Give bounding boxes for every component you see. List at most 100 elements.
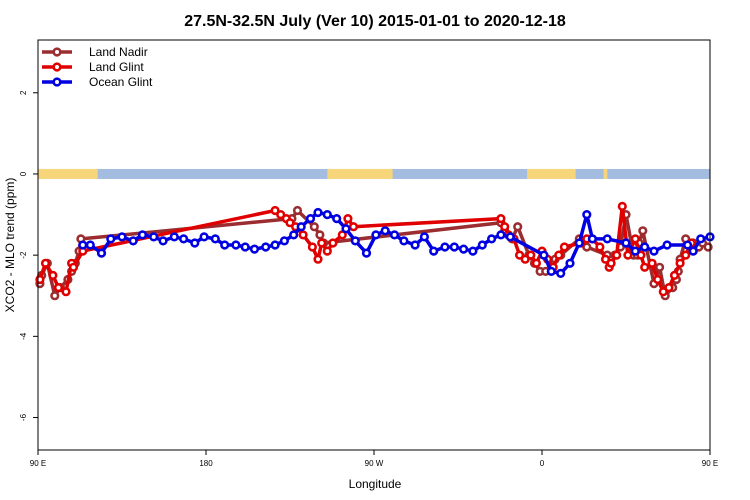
data-point [270, 240, 280, 250]
legend-item-land-nadir: Land Nadir [42, 45, 148, 59]
data-point [419, 232, 430, 242]
y-tick-label: -2 [19, 251, 28, 259]
data-point [612, 250, 622, 260]
data-point [539, 250, 549, 260]
data-point [343, 214, 353, 224]
x-tick-label: 90 E [702, 459, 718, 468]
data-point [61, 287, 71, 297]
data-point [664, 283, 674, 293]
data-point [429, 246, 439, 256]
data-point [681, 250, 691, 260]
data-point [688, 246, 698, 256]
data-point [554, 250, 564, 260]
y-tick-label: 0 [19, 171, 28, 176]
data-point [459, 244, 469, 254]
data-point [117, 232, 127, 242]
data-point [190, 238, 200, 248]
data-point [315, 230, 325, 240]
data-point [68, 262, 79, 272]
data-point [50, 291, 60, 301]
data-point [337, 230, 347, 240]
data-point [399, 236, 409, 246]
data-point [559, 242, 570, 252]
data-point [328, 238, 338, 248]
data-point [468, 246, 478, 256]
data-point [500, 222, 510, 232]
land-ocean-strip [38, 168, 710, 179]
data-point [371, 230, 381, 240]
data-point [520, 254, 530, 264]
data-point [449, 242, 459, 252]
data-point [595, 242, 605, 252]
data-point [600, 254, 611, 264]
data-point [240, 242, 250, 252]
series-ocean-glint [78, 207, 715, 279]
y-tick-label: -4 [19, 332, 28, 340]
data-point [617, 201, 627, 211]
x-axis-label: Longitude [349, 477, 402, 491]
legend-label: Land Nadir [89, 45, 148, 59]
y-axis-label: XCO2 - MLO trend (ppm) [3, 178, 17, 313]
y-tick-label: -6 [19, 413, 28, 421]
data-point [199, 232, 209, 242]
data-point [696, 234, 706, 244]
data-point [654, 262, 665, 272]
data-point [496, 214, 506, 224]
x-tick-label: 180 [199, 459, 213, 468]
x-tick-label: 0 [540, 459, 545, 468]
data-point [292, 205, 303, 216]
legend-marker [52, 47, 62, 57]
data-point [496, 230, 506, 240]
data-point [279, 236, 290, 246]
data-point [179, 234, 189, 244]
data-point [662, 240, 672, 250]
data-point [78, 240, 88, 250]
x-axis: 90 E 180 90 W 0 90 E [30, 450, 718, 468]
plot-frame [37, 39, 711, 451]
data-point [317, 238, 327, 248]
x-tick-label: 90 W [365, 459, 384, 468]
data-point [602, 234, 612, 244]
data-point [307, 242, 318, 252]
data-point [350, 236, 360, 246]
legend-label: Ocean Glint [89, 75, 153, 89]
legend-item-ocean-glint: Ocean Glint [42, 75, 153, 89]
data-point [640, 262, 650, 272]
land-segment [527, 168, 576, 179]
data-point [348, 222, 359, 232]
data-point [158, 236, 168, 246]
data-point [53, 283, 64, 293]
data-point [341, 224, 351, 234]
data-point [640, 242, 650, 252]
data-point [128, 236, 138, 246]
data-point [630, 246, 640, 256]
data-point [210, 234, 220, 244]
data-point [621, 238, 631, 248]
data-point [658, 287, 668, 297]
data-point [298, 230, 308, 240]
data-point [220, 240, 230, 250]
data-point [526, 250, 536, 260]
data-point [440, 242, 450, 252]
legend-marker [52, 77, 62, 87]
data-point [574, 238, 584, 248]
data-point [565, 258, 575, 268]
data-point [587, 234, 598, 244]
data-point [305, 214, 316, 224]
data-point [380, 226, 390, 236]
x-tick-label: 90 E [30, 459, 46, 468]
series-land-glint [35, 201, 696, 297]
series-layer [35, 201, 715, 301]
data-point [682, 240, 693, 250]
data-point [322, 210, 332, 220]
data-point [289, 230, 299, 240]
data-point [296, 222, 306, 232]
legend-label: Land Glint [89, 60, 144, 74]
data-point [137, 230, 148, 240]
y-axis: 2 0 -2 -4 -6 [19, 90, 38, 421]
y-tick-label: 2 [19, 90, 28, 95]
land-segment [38, 168, 98, 179]
series-line [82, 210, 711, 276]
data-point [361, 248, 372, 258]
